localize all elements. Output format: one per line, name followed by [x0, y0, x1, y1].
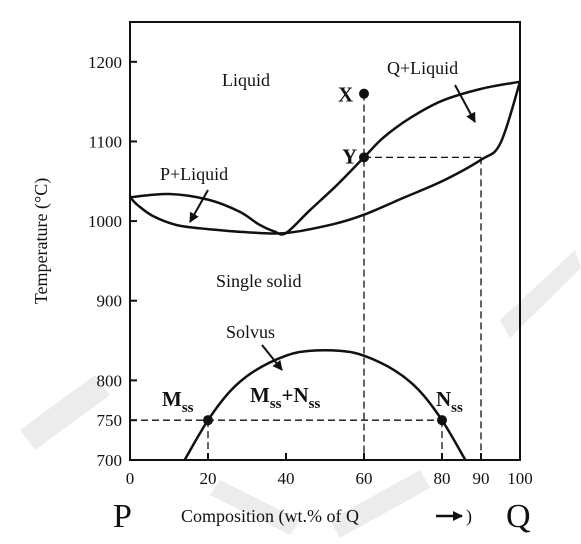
x-axis-title: Composition (wt.% of Q ): [181, 506, 472, 527]
y-tick-label-800: 800: [97, 371, 123, 390]
x-tick-label-40: 40: [278, 469, 295, 488]
point-label-x: X: [338, 83, 353, 107]
y-tick-label-750: 750: [97, 411, 123, 430]
x-tick-label-100: 100: [507, 469, 533, 488]
solvus-curve: [183, 349, 467, 461]
p-liquid-arrow: [189, 189, 209, 223]
end-label-p: P: [113, 498, 132, 535]
y-tick-marks: [130, 60, 137, 461]
point-m: [203, 415, 213, 426]
point-label-y: Y: [342, 144, 357, 168]
point-x: [359, 88, 369, 99]
y-tick-label-700: 700: [97, 451, 123, 470]
two-solid-m-sub: ss: [270, 396, 282, 412]
point-label-sub-n: ss: [451, 400, 463, 416]
plot-frame: [129, 21, 521, 461]
x-tick-label-0: 0: [126, 469, 135, 488]
watermark-stroke-left: [20, 375, 110, 450]
watermark-stroke-mid: [210, 480, 300, 535]
point-label-n: Nss: [436, 387, 463, 416]
x-axis-title-text: Composition (wt.% of Q: [181, 506, 359, 527]
label-single-solid: Single solid: [216, 271, 302, 291]
label-two-solid: Mss+Nss: [250, 383, 320, 412]
x-tick-label-80: 80: [434, 469, 451, 488]
y-axis-title: Temperature (°C): [31, 178, 52, 304]
point-label-m: Mss: [162, 387, 194, 416]
liquidus-curve: [129, 80, 521, 236]
watermark-stroke-bottom: [330, 470, 430, 538]
y-tick-label-1200: 1200: [88, 53, 122, 72]
x-axis-title-close: ): [466, 506, 472, 527]
two-solid-m: M: [250, 383, 270, 407]
y-tick-label-900: 900: [97, 292, 123, 311]
y-tick-labels: 700 750 800 900 1000 1100 1200: [88, 53, 122, 470]
q-liquid-arrow: [454, 84, 476, 123]
x-tick-label-20: 20: [200, 469, 217, 488]
end-label-q: Q: [506, 498, 531, 535]
y-tick-label-1100: 1100: [89, 132, 122, 151]
x-tick-label-60: 60: [356, 469, 373, 488]
solvus-arrow: [261, 344, 283, 371]
label-p-liquid: P+Liquid: [160, 164, 228, 184]
label-solvus: Solvus: [226, 322, 275, 342]
x-tick-labels: 0 20 40 60 80 90 100: [126, 469, 533, 488]
point-label-sub-m: ss: [182, 400, 194, 416]
label-q-liquid: Q+Liquid: [387, 58, 458, 78]
two-solid-plus: +N: [282, 383, 309, 407]
two-solid-n-sub: ss: [309, 396, 321, 412]
y-tick-label-1000: 1000: [88, 212, 122, 231]
point-y: [359, 152, 369, 163]
label-liquid: Liquid: [222, 70, 270, 90]
point-n: [437, 415, 447, 426]
solidus-curve: [129, 81, 522, 235]
x-tick-label-90: 90: [473, 469, 490, 488]
